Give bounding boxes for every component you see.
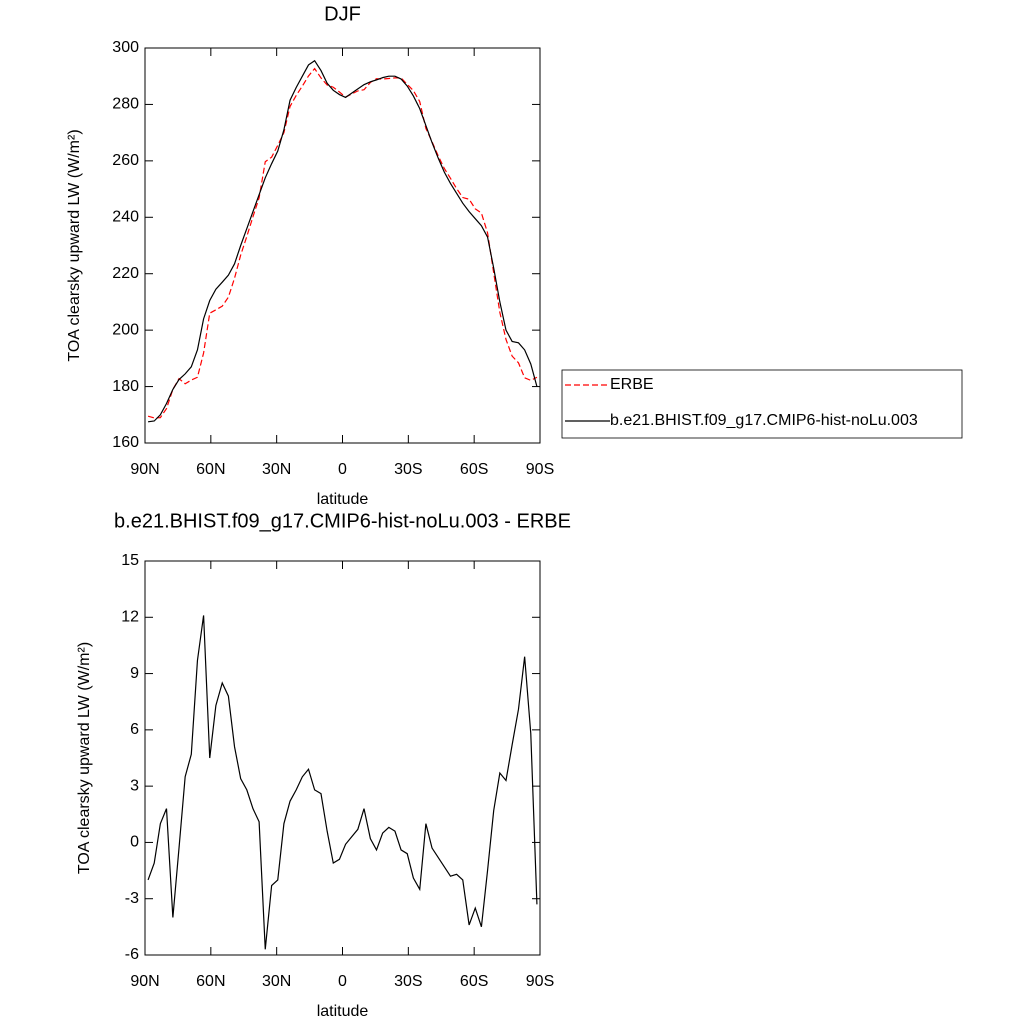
y-tick-label: -6 [125, 946, 139, 963]
chart-title: DJF [324, 3, 361, 25]
y-tick-label: 300 [112, 39, 139, 56]
x-tick-label: 30N [262, 973, 291, 990]
data-line [147, 615, 538, 950]
y-tick-label: 220 [112, 265, 139, 282]
x-tick-label: 60N [196, 973, 225, 990]
x-tick-label: 90S [526, 973, 554, 990]
y-tick-label: 260 [112, 152, 139, 169]
x-tick-label: 90N [130, 973, 159, 990]
y-axis-label: TOA clearsky upward LW (W/m²) [76, 642, 93, 874]
y-tick-label: 200 [112, 321, 139, 338]
y-tick-label: 160 [112, 434, 139, 451]
x-tick-label: 30S [394, 973, 422, 990]
data-line [147, 67, 538, 419]
legend-label: ERBE [610, 376, 654, 393]
y-tick-label: 6 [130, 721, 139, 738]
y-axis-label: TOA clearsky upward LW (W/m²) [66, 129, 83, 361]
data-line [147, 59, 538, 423]
x-tick-label: 60S [460, 973, 488, 990]
plot-frame [144, 47, 541, 444]
legend-label: b.e21.BHIST.f09_g17.CMIP6-hist-noLu.003 [610, 412, 918, 429]
y-tick-label: 240 [112, 209, 139, 226]
y-tick-label: 12 [121, 609, 139, 626]
x-tick-label: 30S [394, 461, 422, 478]
x-tick-label: 0 [338, 973, 347, 990]
y-tick-label: 180 [112, 378, 139, 395]
x-tick-label: 0 [338, 461, 347, 478]
x-tick-label: 60S [460, 461, 488, 478]
x-axis-label: latitude [317, 491, 369, 508]
y-tick-label: 3 [130, 777, 139, 794]
y-tick-label: 0 [130, 834, 139, 851]
y-tick-label: 15 [121, 552, 139, 569]
y-tick-label: -3 [125, 890, 139, 907]
y-tick-label: 9 [130, 665, 139, 682]
chart-title: b.e21.BHIST.f09_g17.CMIP6-hist-noLu.003 … [114, 510, 571, 532]
y-tick-label: 280 [112, 96, 139, 113]
x-axis-label: latitude [317, 1003, 369, 1020]
legend-box [561, 369, 963, 439]
x-tick-label: 90N [130, 461, 159, 478]
x-tick-label: 90S [526, 461, 554, 478]
x-tick-label: 60N [196, 461, 225, 478]
plot-frame [144, 560, 541, 956]
x-tick-label: 30N [262, 461, 291, 478]
